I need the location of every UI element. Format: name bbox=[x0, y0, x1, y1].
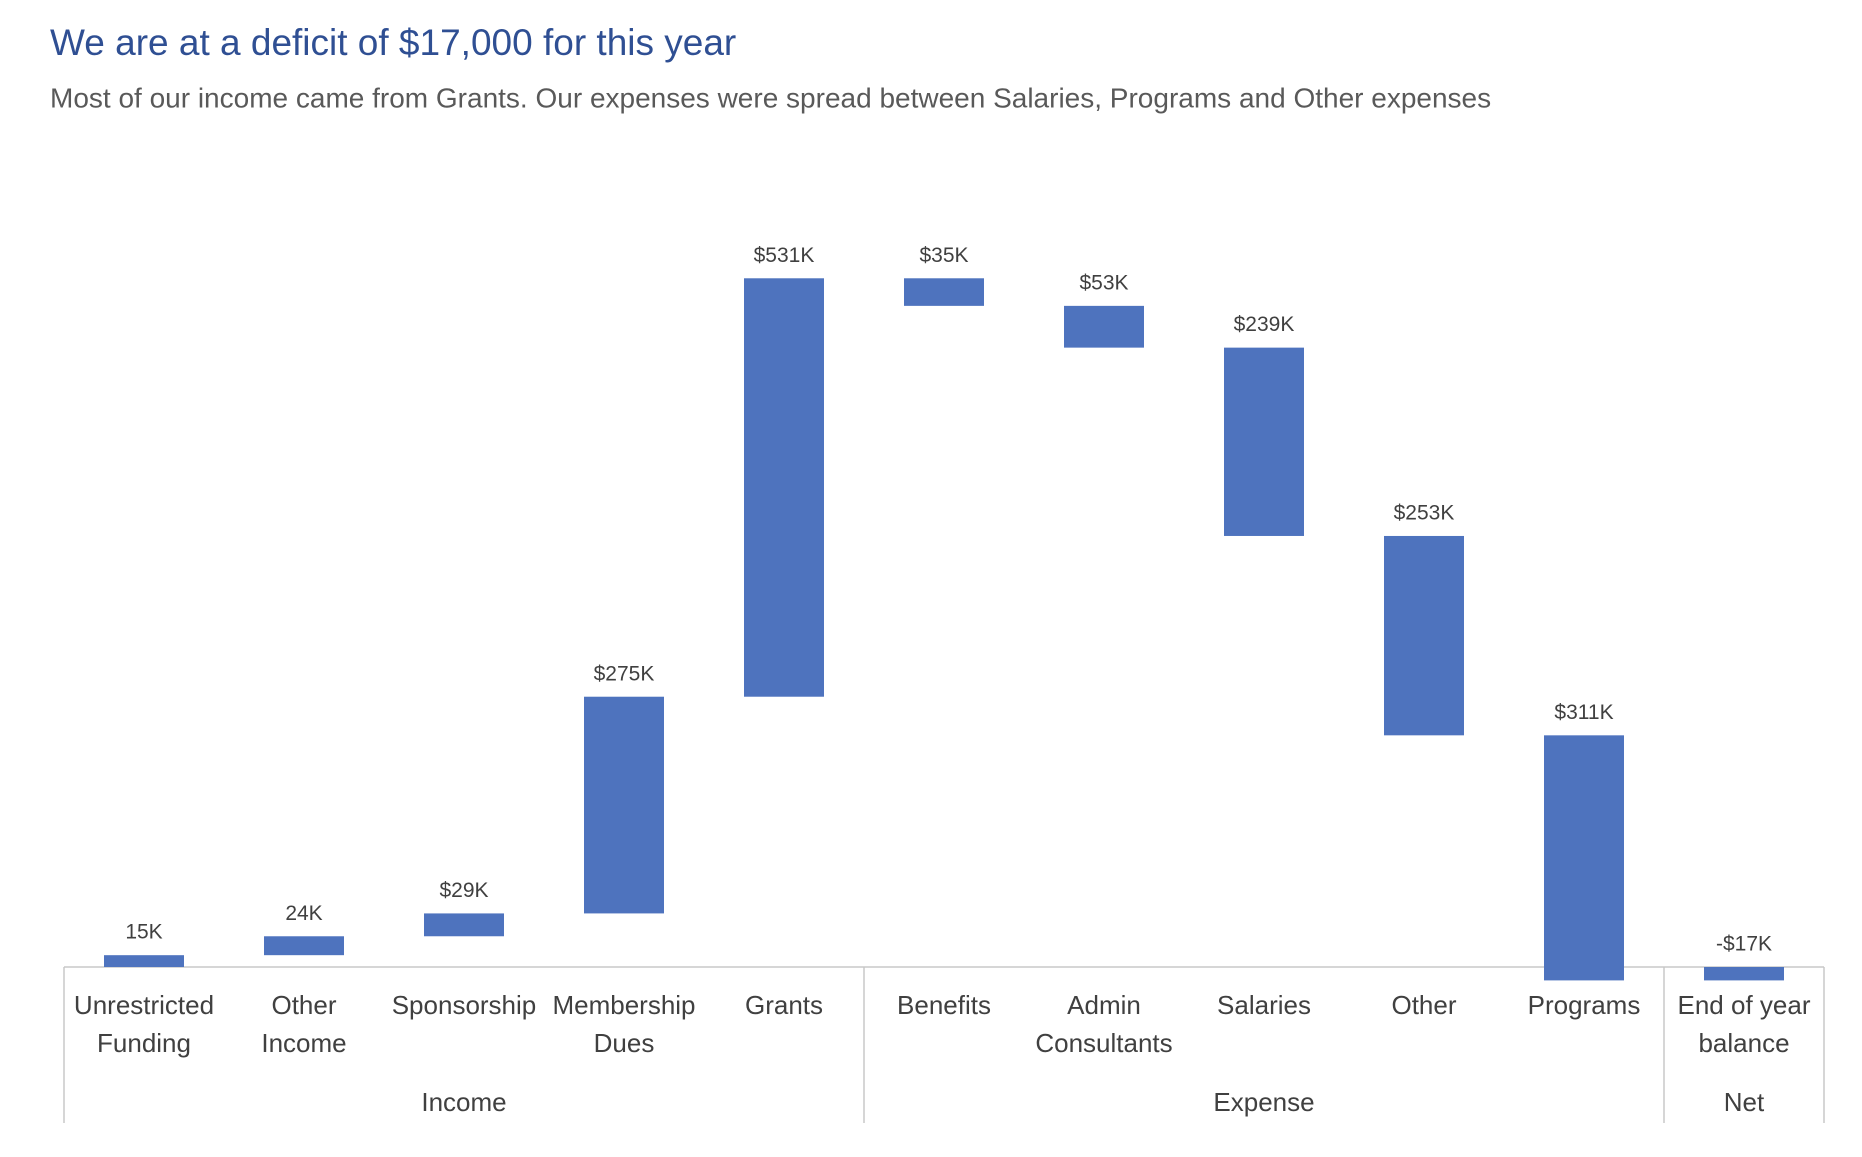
group-label: Net bbox=[1724, 1087, 1765, 1117]
value-label: $35K bbox=[919, 244, 968, 267]
value-label: $53K bbox=[1079, 271, 1128, 294]
group-label: Income bbox=[421, 1087, 506, 1117]
value-label: $239K bbox=[1234, 313, 1295, 336]
bar bbox=[584, 696, 664, 914]
value-label: 24K bbox=[285, 902, 322, 925]
x-tick-label: Sponsorship bbox=[392, 990, 537, 1020]
group-label: Expense bbox=[1213, 1087, 1314, 1117]
x-tick-label: Benefits bbox=[897, 990, 991, 1020]
x-tick-label: End of year balance bbox=[1678, 990, 1811, 1058]
x-tick-label: Membership Dues bbox=[552, 990, 695, 1058]
bar bbox=[424, 913, 504, 937]
bar bbox=[264, 936, 344, 956]
bar bbox=[1064, 305, 1144, 348]
value-label: 15K bbox=[125, 921, 162, 944]
bar bbox=[744, 278, 824, 697]
value-label: $275K bbox=[594, 662, 655, 685]
x-tick-label: Other bbox=[1391, 990, 1456, 1020]
bar bbox=[1384, 535, 1464, 736]
chart-title: We are at a deficit of $17,000 for this … bbox=[50, 22, 736, 63]
x-tick-label: Programs bbox=[1528, 990, 1641, 1020]
value-label: $531K bbox=[754, 244, 815, 267]
x-tick-label: Grants bbox=[745, 990, 823, 1020]
value-label: $311K bbox=[1554, 701, 1613, 724]
x-tick-label: Salaries bbox=[1217, 990, 1311, 1020]
value-label: $253K bbox=[1394, 502, 1455, 525]
bar bbox=[904, 278, 984, 306]
x-tick-label: Other Income bbox=[261, 990, 346, 1058]
chart-subtitle: Most of our income came from Grants. Our… bbox=[50, 82, 1491, 113]
value-label: $29K bbox=[439, 879, 488, 902]
bar bbox=[1224, 347, 1304, 536]
bar bbox=[104, 955, 184, 967]
x-tick-label: Admin Consultants bbox=[1035, 990, 1172, 1058]
bar bbox=[1544, 735, 1624, 981]
value-label: -$17K bbox=[1716, 933, 1772, 956]
x-tick-label: Unrestricted Funding bbox=[74, 990, 214, 1058]
bar bbox=[1704, 967, 1784, 981]
